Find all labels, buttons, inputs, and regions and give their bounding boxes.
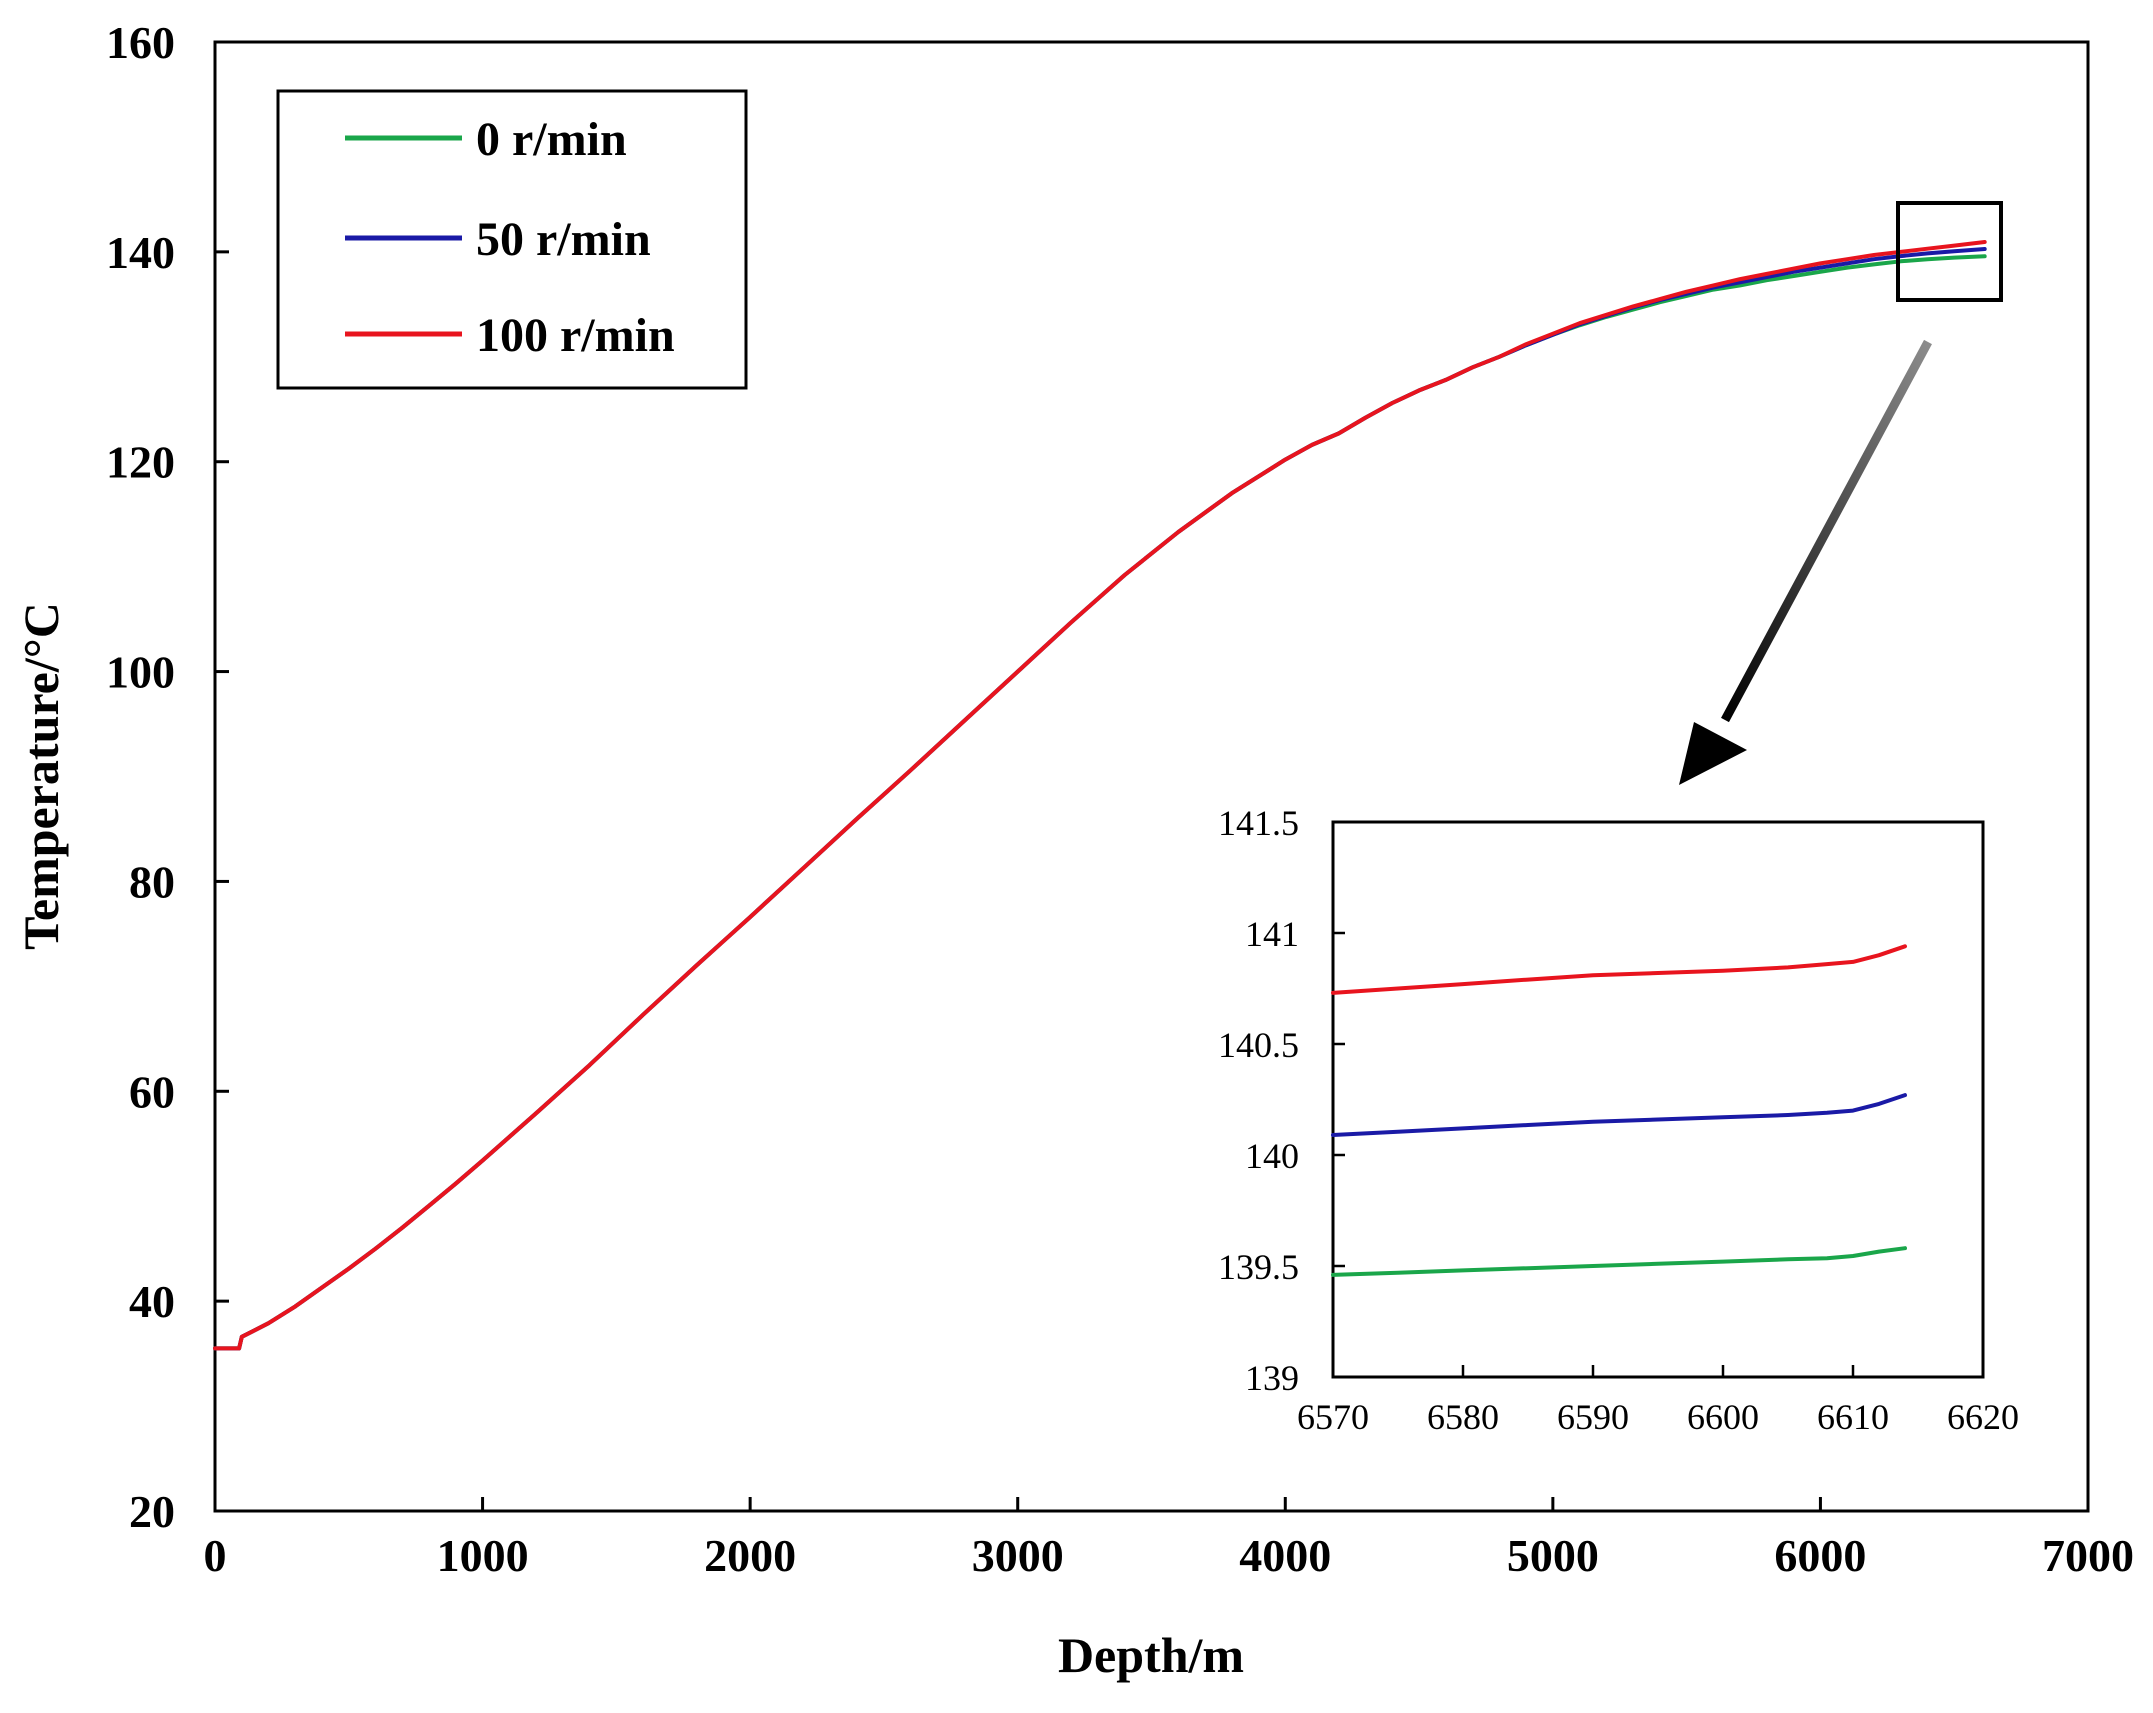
legend-label-50rpm: 50 r/min xyxy=(476,213,651,266)
main-x-tick-label: 6000 xyxy=(1774,1530,1866,1581)
zoom-callout-arrow xyxy=(1679,339,1932,785)
main-y-tick-label: 60 xyxy=(129,1066,175,1117)
inset-series-group xyxy=(1331,944,1907,1277)
main-x-tick-label: 0 xyxy=(204,1530,227,1581)
legend-label-0rpm: 0 r/min xyxy=(476,113,627,166)
main-axis-ticks: 0 1000 2000 3000 4000 5000 6000 7000 20 40 60 80 100… xyxy=(106,17,2134,1581)
main-series-line-100-r-min xyxy=(213,240,1987,1351)
y-axis-title: Temperature/°C xyxy=(13,602,69,950)
legend: 0 r/min 50 r/min 100 r/min xyxy=(276,89,748,390)
inset-y-tick-label: 141 xyxy=(1245,914,1299,954)
inset-x-tick-label: 6570 xyxy=(1297,1397,1369,1437)
main-y-tick-label: 40 xyxy=(129,1276,175,1327)
inset-x-tick-label: 6580 xyxy=(1427,1397,1499,1437)
inset-x-tick-label: 6620 xyxy=(1947,1397,2019,1437)
inset-axis-ticks: 6570 6580 6590 6600 6610 6620 139 139.5 140 140.5… xyxy=(1218,803,2019,1437)
inset-x-tick-label: 6590 xyxy=(1557,1397,1629,1437)
inset-y-tick-label: 141.5 xyxy=(1218,803,1299,843)
inset-x-tick-label: 6610 xyxy=(1817,1397,1889,1437)
zoom-region-box xyxy=(1896,201,2003,302)
main-series-group xyxy=(213,240,1987,1351)
legend-label-100rpm: 100 r/min xyxy=(476,309,675,362)
main-x-tick-label: 4000 xyxy=(1239,1530,1331,1581)
callout-arrow-head xyxy=(1679,722,1747,785)
main-y-tick-label: 120 xyxy=(106,437,175,488)
inset-y-tick-label: 140 xyxy=(1245,1136,1299,1176)
main-plot-frame xyxy=(213,40,2090,1513)
callout-arrow-shaft xyxy=(1721,339,1932,723)
main-x-tick-label: 5000 xyxy=(1507,1530,1599,1581)
main-x-tick-label: 2000 xyxy=(704,1530,796,1581)
inset-x-tick-label: 6600 xyxy=(1687,1397,1759,1437)
main-x-tick-label: 3000 xyxy=(972,1530,1064,1581)
inset-y-tick-label: 139 xyxy=(1245,1358,1299,1398)
inset-plot-frame xyxy=(1331,820,1985,1379)
main-y-tick-label: 160 xyxy=(106,17,175,68)
main-y-tick-label: 20 xyxy=(129,1486,175,1537)
main-x-tick-label: 1000 xyxy=(437,1530,529,1581)
main-y-tick-label: 140 xyxy=(106,227,175,278)
main-y-tick-label: 100 xyxy=(106,647,175,698)
main-y-tick-label: 80 xyxy=(129,856,175,907)
inset-y-tick-label: 140.5 xyxy=(1218,1025,1299,1065)
x-axis-title: Depth/m xyxy=(1058,1627,1244,1683)
inset-series-line-100-r-min xyxy=(1331,944,1907,995)
main-x-tick-label: 7000 xyxy=(2042,1530,2134,1581)
inset-series-line-50-r-min xyxy=(1331,1093,1907,1137)
inset-series-line-0-r-min xyxy=(1331,1246,1907,1277)
inset-y-tick-label: 139.5 xyxy=(1218,1247,1299,1287)
